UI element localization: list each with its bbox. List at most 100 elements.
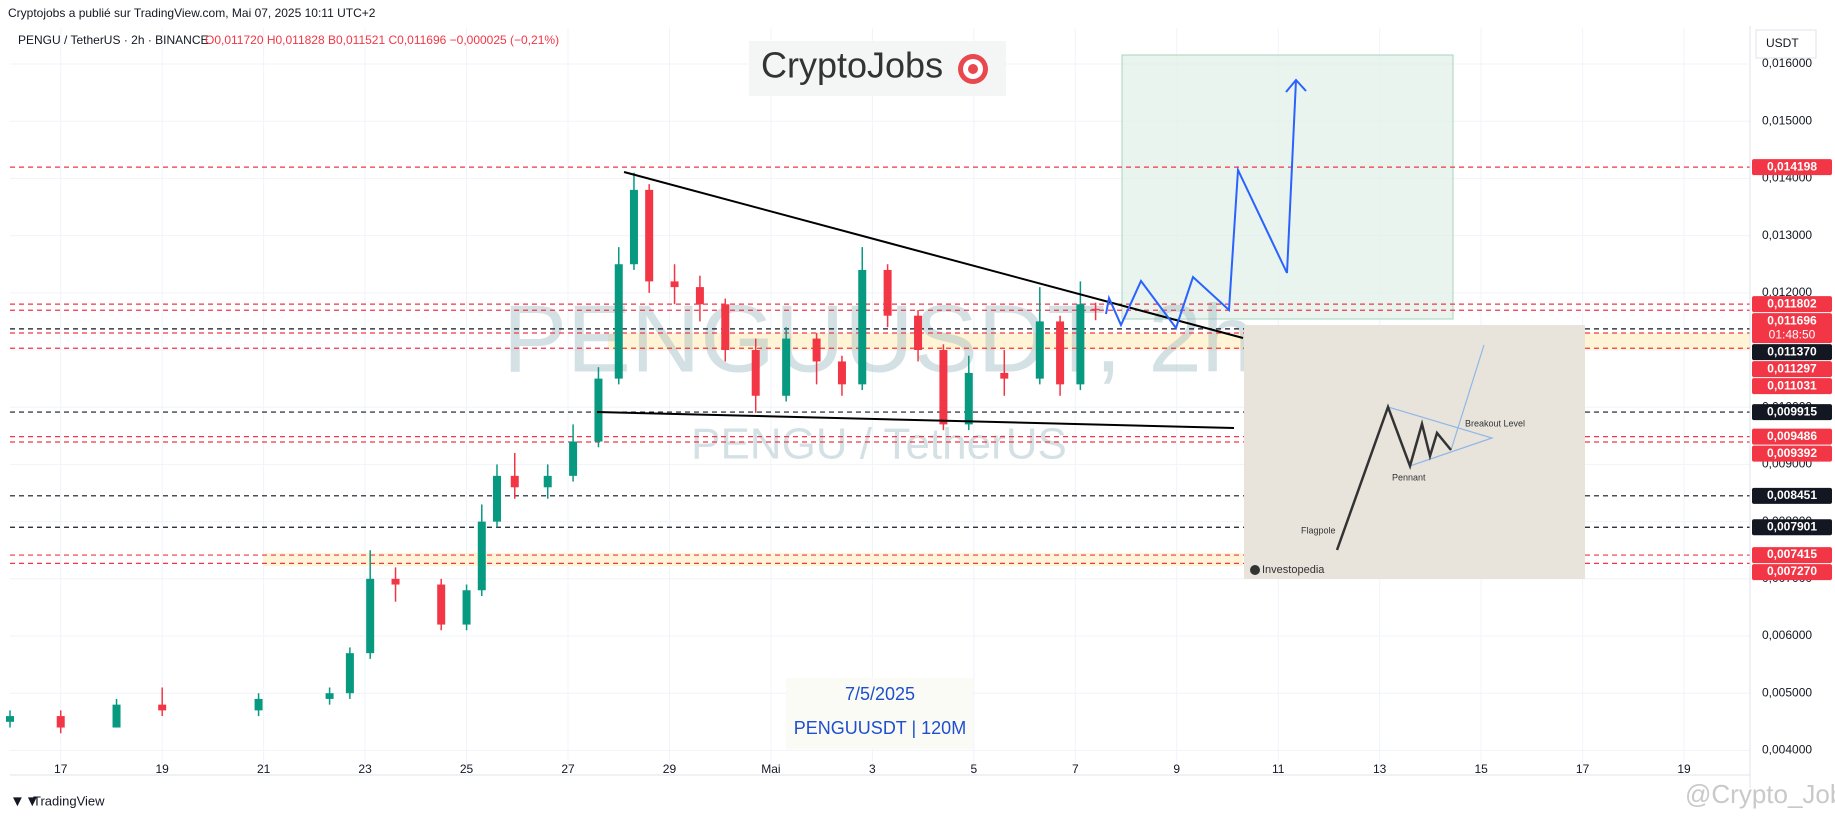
candle-body <box>492 475 501 522</box>
candle-body <box>345 653 354 694</box>
candle-body <box>510 475 519 488</box>
credit: @Crypto_Jobs <box>1685 779 1835 809</box>
source-icon <box>1250 565 1260 575</box>
level-label-box <box>1752 404 1832 421</box>
candle-body <box>325 693 334 699</box>
x-tick-label: 19 <box>156 762 170 776</box>
grid <box>10 28 1750 775</box>
header-bar <box>0 0 1835 26</box>
level-label-box <box>1752 547 1832 564</box>
candle-body <box>594 378 603 442</box>
level-label-box <box>1752 296 1832 313</box>
x-tick-label: 3 <box>869 762 876 776</box>
y-tick-label: 0,013000 <box>1762 228 1812 242</box>
x-tick-label: 25 <box>460 762 474 776</box>
level-label: 0,011696 <box>1767 313 1817 327</box>
inset-label: Breakout Level <box>1465 418 1525 428</box>
candle-body <box>462 590 471 625</box>
candle-body <box>721 304 730 351</box>
currency-box <box>1755 29 1817 59</box>
x-tick-label: 11 <box>1272 762 1285 776</box>
level-label-box <box>1752 344 1832 361</box>
candle-body <box>1091 308 1100 311</box>
x-tick-label: 21 <box>257 762 271 776</box>
y-tick-label: 0,012000 <box>1762 285 1812 299</box>
level-label-box <box>1752 428 1832 445</box>
candle-body <box>437 584 446 625</box>
candle-body <box>391 578 400 585</box>
ohlc: O0,011720 H0,011828 B0,011521 C0,011696 … <box>205 33 559 47</box>
candle-body <box>112 704 121 728</box>
currency: USDT <box>1766 36 1799 50</box>
watermark: PENGUUSDT, 2h <box>503 285 1255 392</box>
level-label-box <box>1752 378 1832 395</box>
candle-body <box>569 441 578 476</box>
level-label: 0,011370 <box>1767 344 1817 358</box>
pair-note: PENGUUSDT | 120M <box>794 718 966 738</box>
x-tick-label: 15 <box>1474 762 1488 776</box>
level-label: 0,008451 <box>1767 488 1817 502</box>
level-label: 0,011297 <box>1767 361 1817 375</box>
candle-body <box>254 698 263 711</box>
level-label-box <box>1752 564 1832 581</box>
candle-body <box>629 189 638 265</box>
candle-body <box>812 338 821 362</box>
level-label-box <box>1752 487 1832 504</box>
candle-body <box>782 338 791 396</box>
level-label: 0,011031 <box>1767 378 1817 392</box>
candle-body <box>1035 321 1044 379</box>
inset-label: Pennant <box>1392 472 1426 482</box>
candle-body <box>883 269 892 316</box>
candle-body <box>614 264 623 379</box>
x-tick-label: 7 <box>1072 762 1079 776</box>
candle-body <box>543 475 552 488</box>
inset-label: Flagpole <box>1301 525 1336 535</box>
x-tick-label: 13 <box>1373 762 1387 776</box>
candle-body <box>939 350 948 425</box>
candle-body <box>1000 372 1009 379</box>
date-note: 7/5/2025 <box>845 684 915 704</box>
axes: 0,0040000,0050000,0060000,0070000,008000… <box>54 56 1812 776</box>
y-tick-label: 0,015000 <box>1762 113 1812 127</box>
x-tick-label: 23 <box>358 762 372 776</box>
x-tick-label: 27 <box>561 762 575 776</box>
target-box <box>1121 54 1454 320</box>
y-tick-label: 0,005000 <box>1762 685 1812 699</box>
candle-body <box>477 521 486 591</box>
zone <box>263 553 1243 566</box>
x-tick-label: 17 <box>1576 762 1590 776</box>
x-tick-label: 5 <box>971 762 978 776</box>
x-tick-label: 29 <box>663 762 677 776</box>
candle-body <box>751 350 760 396</box>
level-label: 0,007415 <box>1767 547 1817 561</box>
candle-body <box>695 287 704 305</box>
candle-body <box>858 269 867 385</box>
level-label-box <box>1752 519 1832 536</box>
projection <box>1105 79 1297 331</box>
y-tick-label: 0,004000 <box>1762 743 1812 757</box>
level-label: 0,009392 <box>1767 446 1817 460</box>
flag-pattern <box>1335 403 1452 551</box>
candle-body <box>837 361 846 385</box>
y-tick-label: 0,016000 <box>1762 56 1812 70</box>
y-tick-label: 0,006000 <box>1762 628 1812 642</box>
level-label: 0,014198 <box>1767 159 1817 173</box>
level-label-box <box>1752 313 1832 344</box>
level-label: 0,009915 <box>1767 404 1817 418</box>
x-tick-label: 9 <box>1173 762 1180 776</box>
breakout-line <box>1450 344 1485 451</box>
candle-body <box>56 716 65 728</box>
level-label: 0,009486 <box>1767 429 1817 443</box>
trendline <box>596 411 1235 429</box>
candle-body <box>964 372 973 425</box>
level-label-box <box>1752 361 1832 378</box>
symbol: PENGU / TetherUS · 2h · BINANCE <box>18 33 209 47</box>
candle-body <box>645 189 654 282</box>
level-label: 0,007901 <box>1767 519 1817 533</box>
candle-body <box>914 315 923 351</box>
brand: TradingView <box>33 793 105 808</box>
trendline <box>623 171 1244 339</box>
level-label-box <box>1752 159 1832 176</box>
